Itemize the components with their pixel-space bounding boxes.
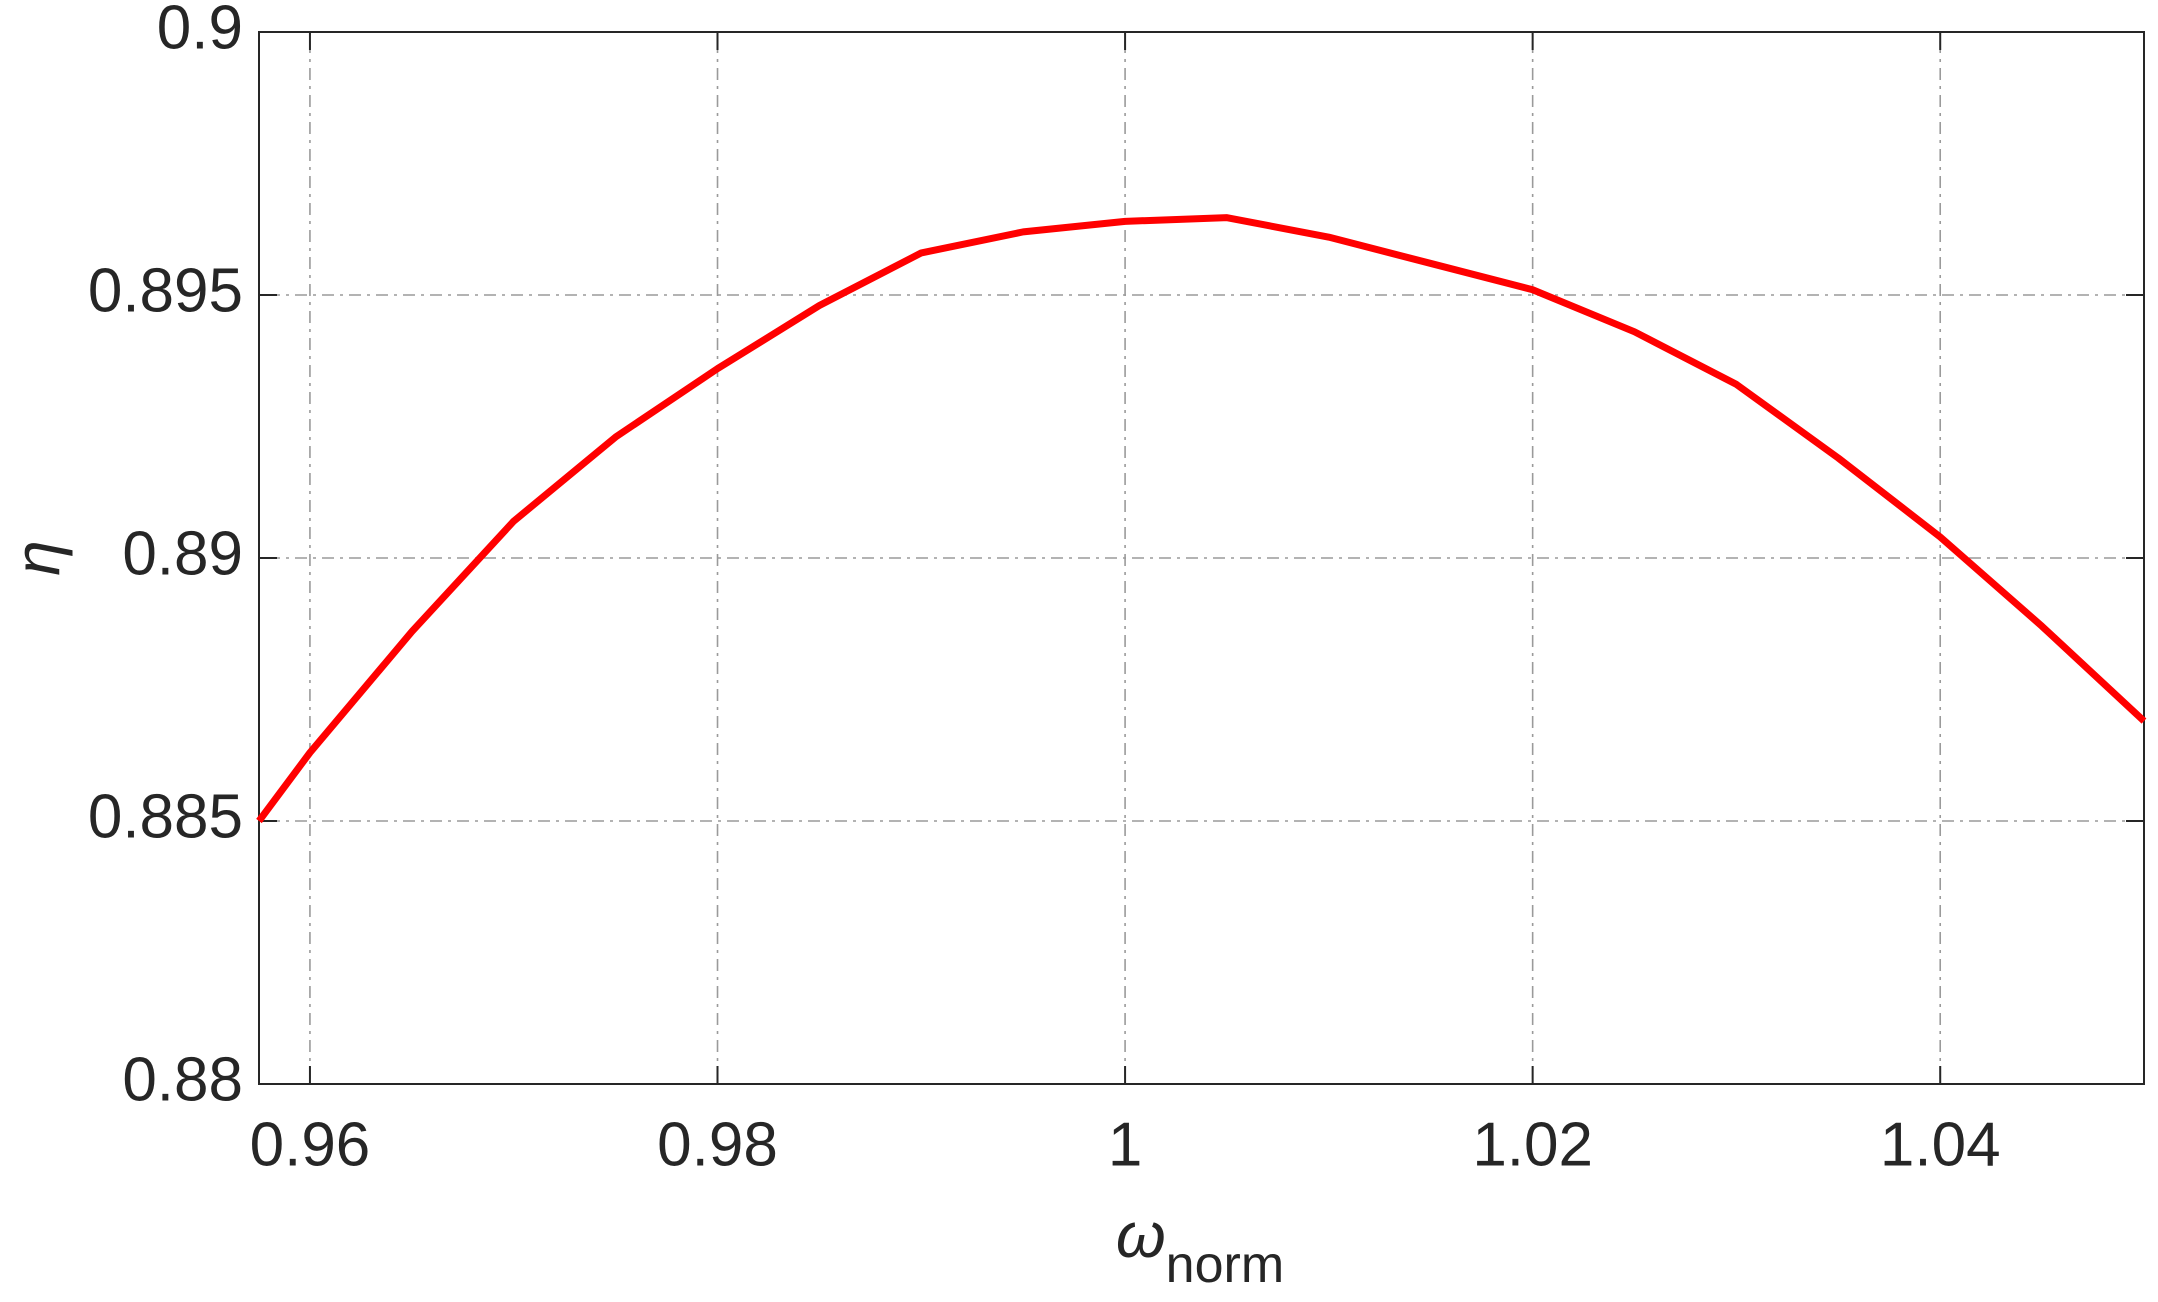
y-axis-label: η xyxy=(1,540,73,576)
x-tick-label: 1.04 xyxy=(1880,1110,2001,1179)
x-axis-subscript: norm xyxy=(1166,1236,1284,1294)
x-tick-label: 1.02 xyxy=(1472,1110,1593,1179)
x-tick-label: 0.98 xyxy=(657,1110,778,1179)
x-tick-label: 0.96 xyxy=(250,1110,371,1179)
y-tick-label: 0.895 xyxy=(88,256,243,325)
x-tick-label: 1 xyxy=(1108,1110,1142,1179)
y-tick-label: 0.9 xyxy=(157,0,243,62)
data-line xyxy=(256,214,2147,824)
x-axis-symbol: ω xyxy=(1116,1199,1166,1271)
x-axis-label: ωnorm xyxy=(1116,1199,1284,1294)
plot-frame xyxy=(258,31,2145,1085)
y-tick-label: 0.89 xyxy=(122,519,243,588)
y-tick-label: 0.88 xyxy=(122,1045,243,1114)
y-tick-label: 0.885 xyxy=(88,782,243,851)
